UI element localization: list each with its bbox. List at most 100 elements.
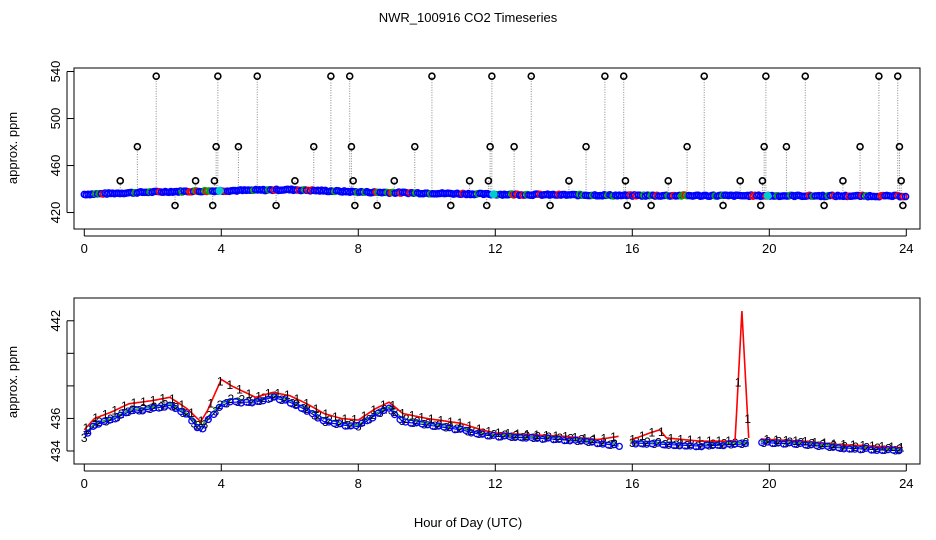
series-1-marker: 1 [668,431,675,445]
series-2-marker: 2 [534,430,541,444]
bottom-x-tick-label: 24 [899,476,913,491]
series-2-marker: 2 [491,428,498,442]
series-1-marker: 1 [83,421,90,435]
series-1-marker: 1 [370,403,377,417]
bottom-x-tick-label: 0 [81,476,88,491]
series-2-marker: 2 [743,435,750,449]
series-1-marker: 1 [428,412,435,426]
spike-point [390,177,399,185]
main-point [308,409,317,418]
series-1-marker: 1 [524,428,531,442]
bottom-panel: 33 3 3 3 3 3 3 3 33 333 3 3 3 3 3 3 3 3 3 3 3 33 3 33 3 3 3 3 3 3 3 3 3 3… [5,297,921,491]
spike-point [484,177,493,185]
series-2-marker: 2 [819,438,826,452]
spike-point [272,201,280,210]
series-1-marker: 1 [409,408,416,422]
series-1-marker: 1 [294,392,301,406]
main-point [84,429,92,437]
spike-point [760,142,768,151]
series-2-marker: 2 [118,407,125,421]
series-2-marker: 2 [293,397,300,411]
spike-point [582,142,590,151]
series-1-marker: 1 [744,412,751,426]
spike-point [133,142,142,151]
series-1-marker: 1 [466,419,473,433]
spike-point [820,201,828,210]
series-1-marker: 1 [495,426,502,440]
bottom-x-tick-label: 12 [488,476,502,491]
series-2-marker: 2 [337,416,344,430]
series-2-marker: 2 [721,436,728,450]
series-1-marker: 1 [850,438,857,452]
top-x-tick-label: 20 [762,241,776,256]
spike-point [510,142,518,151]
top-plot-frame [73,67,921,230]
main-point [199,425,207,433]
top-y-tick-label: 460 [48,155,63,177]
series-2-marker: 2 [896,442,903,456]
spike-point [683,142,691,151]
series-1-marker: 1 [639,429,646,443]
spike-point [482,201,491,210]
series-1-marker: 1 [553,429,560,443]
series-1-marker: 1 [437,413,444,427]
series-2-marker: 2 [173,400,180,414]
spike-point [212,142,220,151]
bottom-y-tick-label: 434 [48,440,63,462]
series-1-marker: 1 [303,397,310,411]
spike-point [565,177,573,185]
series-2-marker: 2 [578,433,585,447]
series-1-marker: 1 [476,422,483,436]
series-1-marker: 1 [601,432,608,446]
spike-point [736,177,744,185]
series-1-marker: 1 [274,386,281,400]
series-2-marker: 2 [206,409,213,423]
series-2-marker: 2 [151,400,158,414]
series-2-marker: 2 [359,415,366,429]
series-1-marker: 1 [457,416,464,430]
top-y-tick-label: 420 [48,202,63,224]
series-1-marker: 1 [859,439,866,453]
top-y-axis-label: approx. ppm [5,112,20,184]
series-1-marker: 1 [150,393,157,407]
main-point [281,396,289,404]
spike-point [446,201,455,210]
series-2-marker: 2 [425,417,432,431]
spike-point [875,72,883,81]
series-2-marker: 2 [469,424,476,438]
series-2-marker: 2 [688,437,695,451]
series-1-marker: 1 [898,441,905,455]
series-2-marker: 2 [765,434,772,448]
series-2-marker: 2 [282,392,289,406]
top-axes: 0 4 8 12 16 20 24 420 460 500 540 [48,61,914,256]
main-point [171,404,180,413]
top-y-tick-label: 500 [48,108,63,130]
series-1-marker: 1 [591,432,598,446]
series-2-marker: 2 [436,418,443,432]
series-2-marker: 2 [326,413,333,427]
spike-point [214,72,222,81]
series-1-marker: 1 [332,410,339,424]
spike-point [856,142,864,151]
series-2-marker: 2 [885,442,892,456]
bottom-y-axis-label: approx. ppm [5,346,20,418]
series-2-marker: 2 [776,435,783,449]
series-2-marker: 2 [502,428,509,442]
series-1-marker: 1 [236,383,243,397]
series-1-marker: 1 [121,399,128,413]
series-1-marker: 1 [313,402,320,416]
series-2-marker: 2 [129,403,136,417]
series-1-marker: 1 [485,425,492,439]
series-3-marker: 3 [377,406,384,420]
chart-title: NWR_100916 CO2 Timeseries [379,10,558,25]
main-point [615,442,623,451]
series-1-marker: 1 [322,407,329,421]
series-2-marker: 2 [512,429,519,443]
series-2-marker: 2 [184,407,191,421]
series-2-marker: 2 [447,420,454,434]
series-1-marker: 1 [418,410,425,424]
top-x-tick-label: 24 [899,241,913,256]
spike-point [373,201,381,210]
spike-point [347,142,356,151]
